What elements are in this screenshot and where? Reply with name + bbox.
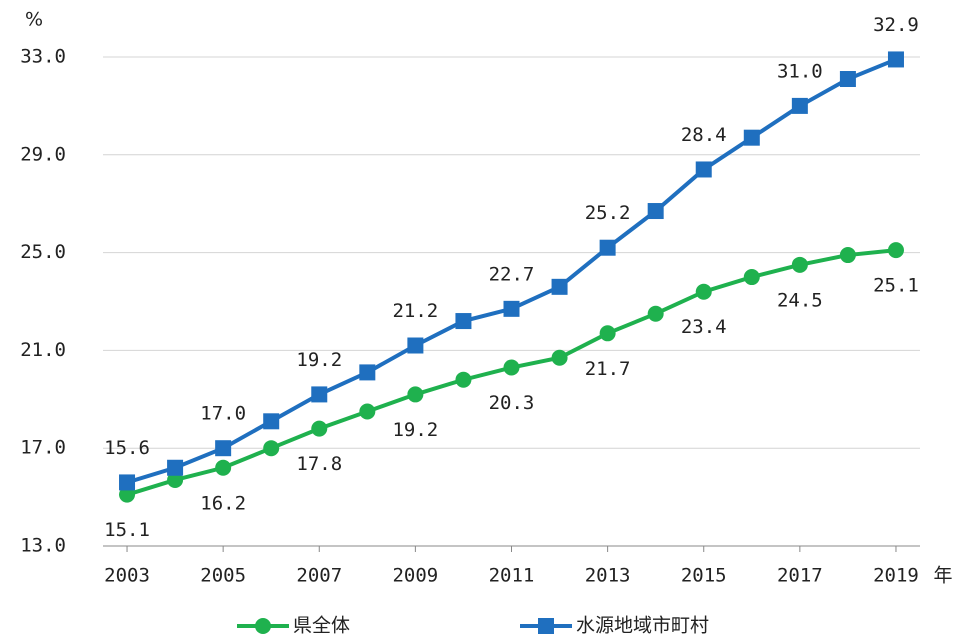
data-label: 25.1 [873, 275, 919, 297]
legend-marker [255, 618, 271, 634]
data-label: 20.3 [489, 392, 535, 414]
point [167, 471, 184, 488]
data-label: 22.7 [489, 263, 535, 285]
data-label: 19.2 [296, 349, 342, 371]
point [503, 300, 520, 317]
data-label: 19.2 [392, 419, 438, 441]
x-tick-label: 2011 [489, 565, 535, 587]
data-label: 23.4 [681, 316, 727, 338]
point [599, 239, 616, 256]
data-label: 31.0 [777, 60, 823, 82]
point [263, 440, 280, 457]
data-label: 15.6 [104, 437, 150, 459]
y-tick-label: 17.0 [20, 437, 66, 459]
point [407, 386, 424, 403]
point [167, 459, 184, 476]
data-label: 16.2 [200, 492, 246, 514]
x-unit: 年 [933, 565, 952, 587]
x-tick-label: 2017 [777, 565, 823, 587]
point [311, 386, 328, 403]
point [839, 71, 856, 88]
data-label: 17.0 [200, 403, 246, 425]
point [215, 440, 232, 457]
point [887, 242, 904, 259]
y-unit: % [25, 9, 43, 31]
point [455, 313, 472, 330]
x-tick-label: 2005 [200, 565, 246, 587]
y-tick-label: 25.0 [20, 241, 66, 263]
data-label: 21.7 [585, 358, 631, 380]
data-label: 24.5 [777, 289, 823, 311]
y-tick-label: 29.0 [20, 143, 66, 165]
point [791, 97, 808, 114]
data-label: 32.9 [873, 14, 919, 36]
legend-label: 水源地域市町村 [576, 615, 709, 637]
point [695, 161, 712, 178]
x-tick-label: 2019 [873, 565, 919, 587]
point [695, 283, 712, 300]
point [551, 349, 568, 366]
y-tick-label: 21.0 [20, 339, 66, 361]
data-label: 25.2 [585, 202, 631, 224]
point [647, 305, 664, 322]
x-tick-label: 2015 [681, 565, 727, 587]
point [119, 474, 136, 491]
point [647, 203, 664, 220]
y-tick-label: 13.0 [20, 535, 66, 557]
legend-marker [538, 618, 554, 634]
data-label: 28.4 [681, 124, 727, 146]
x-tick-label: 2013 [585, 565, 631, 587]
y-tick-label: 33.0 [20, 46, 66, 68]
point [551, 278, 568, 295]
point [455, 371, 472, 388]
point [263, 413, 280, 430]
point [359, 364, 376, 381]
data-label: 21.2 [392, 300, 438, 322]
point [215, 459, 232, 476]
x-tick-label: 2009 [392, 565, 438, 587]
point [359, 403, 376, 420]
point [839, 247, 856, 264]
point [503, 359, 520, 376]
data-label: 15.1 [104, 519, 150, 541]
data-label: 17.8 [296, 453, 342, 475]
point [599, 325, 616, 342]
point [791, 256, 808, 273]
point [887, 51, 904, 68]
legend-label: 県全体 [293, 615, 350, 637]
point [743, 269, 760, 286]
point [743, 129, 760, 146]
x-tick-label: 2003 [104, 565, 150, 587]
point [311, 420, 328, 437]
point [407, 337, 424, 354]
x-tick-label: 2007 [296, 565, 342, 587]
point [119, 486, 136, 503]
